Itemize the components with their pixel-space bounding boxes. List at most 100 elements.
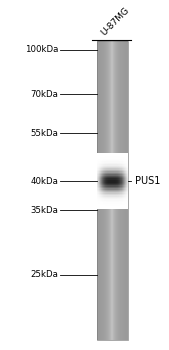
Bar <box>102 174 103 176</box>
Bar <box>103 204 104 205</box>
Bar <box>110 178 111 180</box>
Bar <box>108 202 109 204</box>
Bar <box>115 164 116 166</box>
Bar <box>110 156 111 157</box>
Bar <box>102 181 103 183</box>
Bar <box>111 164 112 166</box>
Bar <box>119 181 120 183</box>
Bar <box>125 168 126 170</box>
Bar <box>124 190 125 191</box>
Bar <box>109 166 110 167</box>
Bar <box>117 41 128 340</box>
Bar <box>99 206 100 208</box>
Bar <box>116 183 117 184</box>
Bar <box>113 201 114 202</box>
Bar <box>102 170 103 171</box>
Bar <box>103 198 104 200</box>
Bar <box>106 159 107 160</box>
Bar <box>109 188 110 190</box>
Bar <box>108 187 109 188</box>
Bar <box>116 154 117 156</box>
Bar <box>121 153 122 154</box>
Bar <box>99 166 100 167</box>
Bar <box>114 201 115 202</box>
Bar <box>101 180 102 181</box>
Bar <box>116 178 117 180</box>
Bar <box>102 205 103 206</box>
Bar <box>98 161 99 163</box>
Bar <box>106 176 107 177</box>
Bar <box>124 41 128 340</box>
Bar <box>123 171 124 173</box>
Bar <box>107 204 108 205</box>
Bar <box>121 184 122 186</box>
Bar <box>108 184 109 186</box>
Bar <box>127 199 128 201</box>
Bar <box>102 194 103 195</box>
Bar <box>111 201 112 202</box>
Bar <box>105 208 106 209</box>
Bar <box>103 174 104 176</box>
Bar <box>101 168 102 170</box>
Bar <box>126 157 127 159</box>
Bar <box>121 164 122 166</box>
Bar <box>127 188 128 190</box>
Bar <box>104 183 105 184</box>
Bar <box>112 190 113 191</box>
Bar <box>113 199 114 201</box>
Bar <box>110 193 111 194</box>
Bar <box>100 177 101 178</box>
Bar <box>98 171 99 173</box>
Bar <box>125 194 126 195</box>
Bar <box>101 206 102 208</box>
Bar <box>118 178 119 180</box>
Bar <box>124 153 125 154</box>
Bar <box>107 177 108 178</box>
Bar <box>102 186 103 187</box>
Bar <box>97 198 98 200</box>
Bar <box>122 161 123 163</box>
Text: 40kDa: 40kDa <box>30 177 58 186</box>
Bar <box>112 184 113 186</box>
Bar <box>108 163 109 164</box>
Bar <box>108 191 109 193</box>
Bar <box>115 167 116 168</box>
Bar <box>110 177 111 178</box>
Bar <box>109 194 110 195</box>
Bar <box>97 170 98 171</box>
Bar <box>112 153 113 154</box>
Bar <box>120 204 121 205</box>
Bar <box>125 171 126 173</box>
Bar <box>123 184 124 186</box>
Bar <box>114 163 115 164</box>
Bar <box>103 206 104 208</box>
Bar <box>111 181 112 183</box>
Bar <box>113 171 114 173</box>
Bar <box>97 41 101 340</box>
Bar <box>123 157 124 159</box>
Bar <box>109 160 110 161</box>
Bar <box>103 201 104 202</box>
Bar <box>98 190 99 191</box>
Bar <box>102 180 103 181</box>
Bar <box>106 194 107 195</box>
Bar <box>100 160 101 161</box>
Bar <box>123 198 124 200</box>
Bar <box>124 168 125 170</box>
Bar <box>122 153 123 154</box>
Bar <box>115 206 116 208</box>
Bar <box>98 198 99 200</box>
Bar <box>109 191 110 193</box>
Bar <box>117 168 118 170</box>
Bar <box>100 168 101 170</box>
Bar <box>125 187 126 188</box>
Bar <box>117 160 118 161</box>
Bar <box>123 183 124 184</box>
Bar <box>113 193 114 194</box>
Bar <box>116 187 117 188</box>
Bar <box>102 166 103 167</box>
Bar <box>112 159 113 160</box>
Bar <box>99 195 100 197</box>
Bar <box>114 166 115 167</box>
Bar <box>119 159 120 160</box>
